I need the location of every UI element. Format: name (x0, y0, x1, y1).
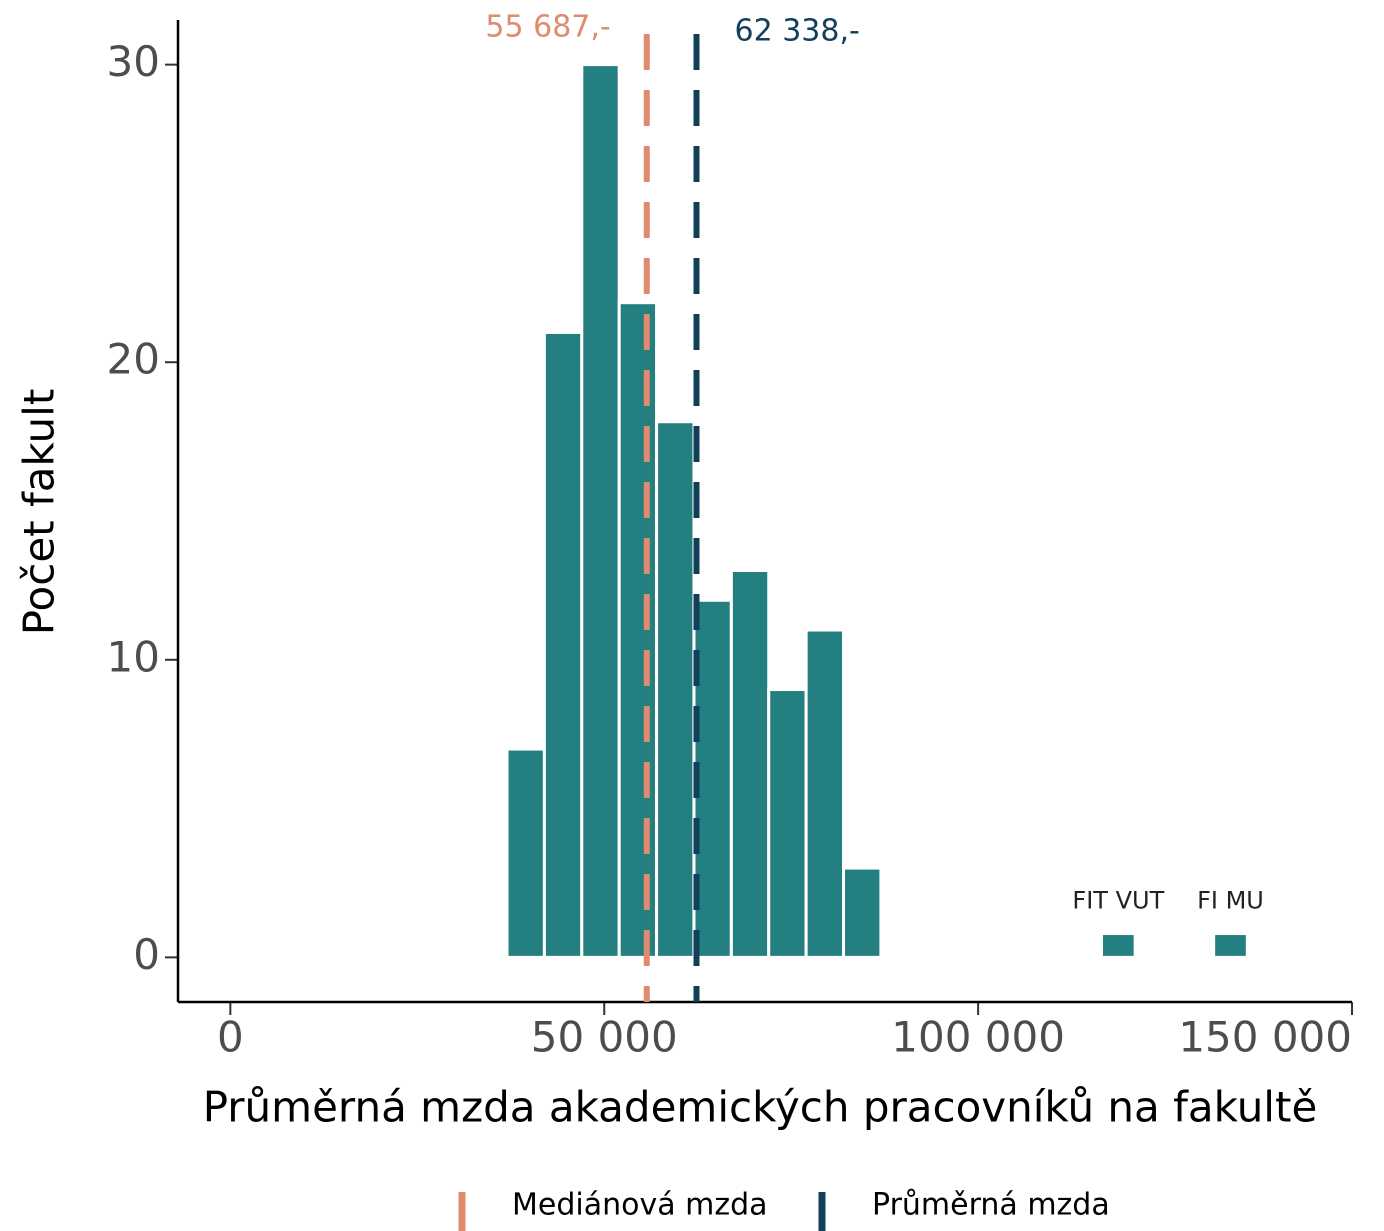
x-tick-label: 50 000 (531, 1013, 678, 1062)
reference-label: 55 687,- (485, 10, 610, 45)
highlight-bar (1212, 932, 1249, 959)
y-tick-label: 20 (107, 335, 160, 384)
bar (617, 301, 659, 959)
x-tick-label: 100 000 (891, 1013, 1065, 1062)
bar (655, 420, 696, 959)
bar (505, 747, 546, 959)
x-axis-title: Průměrná mzda akademických pracovníků na… (203, 1083, 1318, 1132)
highlight-bar (1099, 932, 1137, 959)
highlight-label: FIT VUT (1072, 887, 1164, 915)
bar (767, 688, 808, 959)
bar (729, 569, 771, 959)
bar (842, 866, 883, 959)
y-tick-label: 0 (133, 930, 160, 979)
bar (804, 628, 846, 959)
x-tick-label: 0 (217, 1013, 244, 1062)
reference-label: 62 338,- (734, 14, 859, 49)
y-tick-label: 10 (107, 632, 160, 681)
bar (542, 330, 584, 959)
y-axis-title: Počet fakult (15, 389, 64, 636)
highlight-label: FI MU (1197, 887, 1264, 915)
bar (692, 598, 733, 959)
legend-label: Mediánová mzda (512, 1188, 768, 1223)
bar (580, 63, 621, 959)
x-tick-label: 150 000 (1178, 1013, 1352, 1062)
y-tick-label: 30 (107, 37, 160, 86)
legend-label: Průměrná mzda (872, 1188, 1110, 1223)
